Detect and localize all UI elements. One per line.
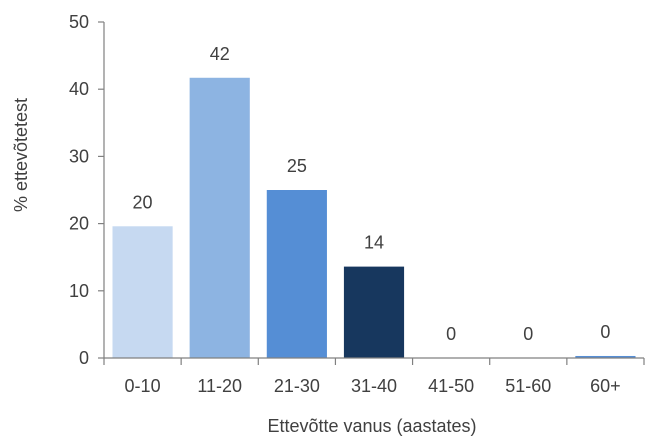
data-label: 0 bbox=[600, 322, 610, 342]
x-axis: 0-10 11-20 21-30 31-40 41-50 51-60 60+ bbox=[103, 357, 645, 396]
x-tick-label: 0-10 bbox=[125, 376, 161, 396]
bar bbox=[112, 226, 173, 358]
x-tick-label: 21-30 bbox=[274, 376, 320, 396]
y-tick-label: 20 bbox=[69, 214, 89, 234]
bar bbox=[266, 190, 327, 358]
bar bbox=[189, 77, 250, 358]
y-tick-label: 30 bbox=[69, 146, 89, 166]
x-tick-label: 51-60 bbox=[505, 376, 551, 396]
x-axis-title: Ettevõtte vanus (aastates) bbox=[267, 416, 476, 436]
y-tick-label: 0 bbox=[79, 348, 89, 368]
data-label: 0 bbox=[523, 324, 533, 344]
x-tick-label: 11-20 bbox=[197, 376, 242, 396]
bar bbox=[343, 266, 405, 358]
y-tick-label: 10 bbox=[69, 281, 89, 301]
data-labels: 20 42 25 14 0 0 0 bbox=[133, 44, 611, 344]
y-tick-label: 50 bbox=[69, 12, 89, 32]
x-tick-label: 31-40 bbox=[351, 376, 397, 396]
bar bbox=[575, 355, 636, 358]
data-label: 42 bbox=[210, 44, 230, 64]
data-label: 25 bbox=[287, 156, 307, 176]
y-axis-title: % ettevõtetest bbox=[11, 98, 31, 212]
x-tick-label: 41-50 bbox=[428, 376, 474, 396]
bar-series bbox=[112, 77, 636, 358]
y-tick-label: 40 bbox=[69, 79, 89, 99]
x-tick-label: 60+ bbox=[590, 376, 621, 396]
data-label: 20 bbox=[133, 192, 153, 212]
data-label: 14 bbox=[364, 233, 384, 253]
y-axis: 0 10 20 30 40 50 bbox=[69, 12, 105, 368]
data-label: 0 bbox=[446, 324, 456, 344]
